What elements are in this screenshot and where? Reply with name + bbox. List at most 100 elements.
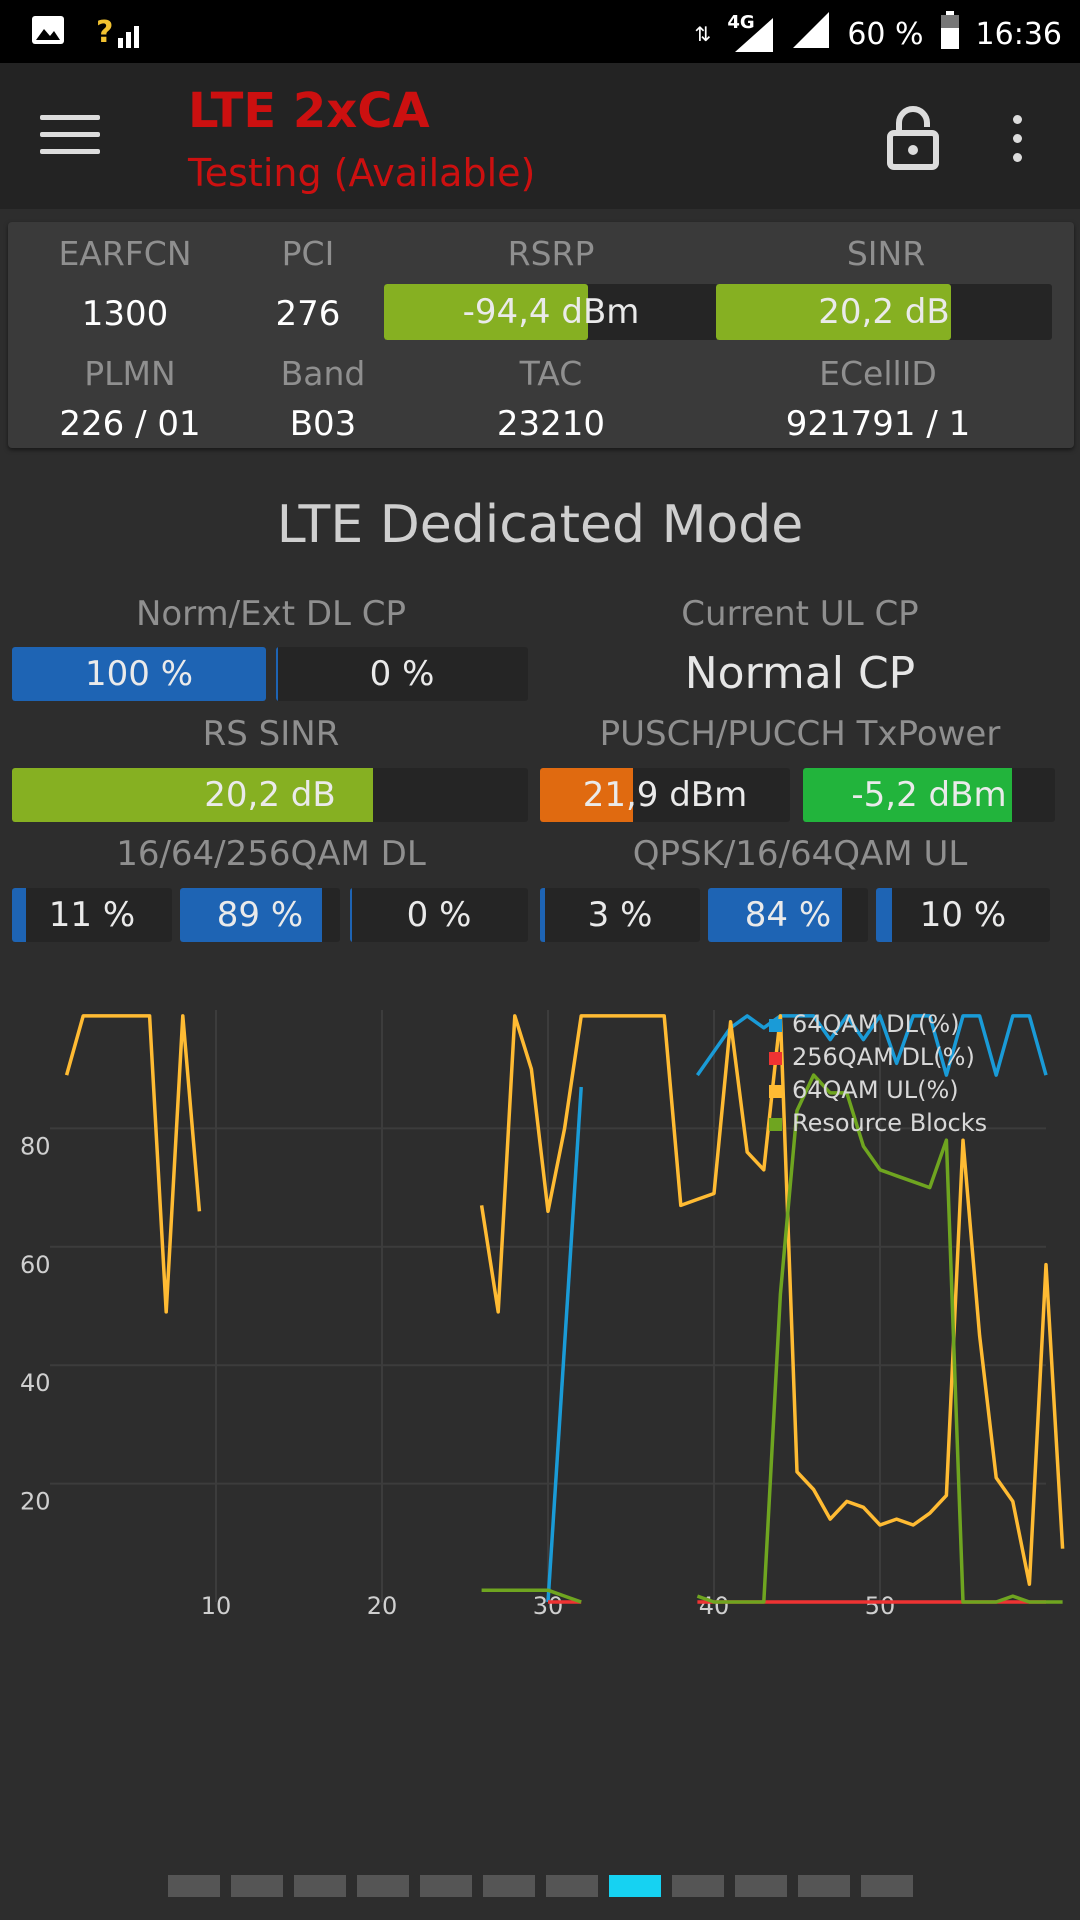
qam-ul-qpsk-fill [540,888,545,942]
legend-label-0: 64QAM DL(%) [792,1010,960,1038]
ecellid-value: 921791 / 1 [785,404,971,444]
page-dot-5[interactable] [420,1875,472,1897]
x-tick-label-1: 20 [367,1592,398,1620]
sinr-label: SINR [846,234,926,273]
pucch-power-value: -5,2 dBm [851,775,1007,815]
qam-ul-64-value: 10 % [919,895,1007,935]
tac-value: 23210 [496,404,606,444]
dl-cp-normal-value: 100 % [84,654,193,694]
qam-dl-64-value: 89 % [216,895,304,935]
legend-swatch-3 [769,1118,782,1131]
gallery-notification-icon [30,12,66,52]
qam-dl-256-bar: 0 % [350,888,528,942]
page-dot-8-active[interactable] [609,1875,661,1897]
signal-question-label: ? [96,14,114,50]
page-dot-3[interactable] [294,1875,346,1897]
hamburger-menu-icon[interactable] [40,115,100,159]
dl-cp-extended-bar: 0 % [276,647,528,701]
earfcn-label: EARFCN [58,234,192,273]
pci-value: 276 [275,294,341,334]
legend-label-1: 256QAM DL(%) [792,1043,975,1071]
sinr-value: 20,2 dB [818,292,950,332]
qam-ul-qpsk-bar: 3 % [540,888,700,942]
ecellid-label: ECellID [819,354,937,393]
page-dot-10[interactable] [735,1875,787,1897]
rsrp-bar: -94,4 dBm [384,284,718,340]
page-dot-1[interactable] [168,1875,220,1897]
unlocked-padlock-icon[interactable] [885,105,941,171]
ul-cp-value: Normal CP [684,648,916,699]
y-tick-label-3: 80 [20,1132,51,1160]
page-dot-7[interactable] [546,1875,598,1897]
pucch-power-fill [803,768,1013,822]
pusch-power-value: 21,9 dBm [582,775,748,815]
dl-cp-extended-fill [276,647,278,701]
rs-sinr-label: RS SINR [202,714,340,754]
page-indicator [168,1875,913,1897]
tac-label: TAC [519,354,583,393]
page-dot-2[interactable] [231,1875,283,1897]
y-tick-label-2: 60 [20,1251,51,1279]
tx-power-label: PUSCH/PUCCH TxPower [599,714,1001,754]
sinr-bar: 20,2 dB [716,284,1052,340]
earfcn-value: 1300 [81,294,169,334]
pusch-power-bar: 21,9 dBm [540,768,790,822]
legend-swatch-2 [769,1085,782,1098]
data-arrows-icon: ⇅ [694,22,712,46]
mode-title: LTE Dedicated Mode [276,495,804,555]
battery-percent: 60 % [847,16,924,52]
rsrp-label: RSRP [507,234,595,273]
qam-dl-256-fill [350,888,352,942]
qam-dl-64-fill [180,888,323,942]
qam-dl-64-bar: 89 % [180,888,340,942]
band-value: B03 [289,404,357,444]
signal-question-icon: ? [96,15,146,50]
rs-sinr-bar: 20,2 dB [12,768,528,822]
qam-ul-16-bar: 84 % [708,888,868,942]
legend-swatch-0 [769,1019,782,1032]
qam-dl-256-value: 0 % [406,895,472,935]
ul-cp-label: Current UL CP [681,594,919,634]
more-vertical-icon[interactable] [1010,115,1024,167]
series-line-3-1 [696,1073,1063,1604]
status-bar: ? ⇅ 4G 60 % 16:36 [0,0,1080,63]
qam-dl-label: 16/64/256QAM DL [116,834,426,874]
legend-label-3: Resource Blocks [792,1109,987,1137]
rs-sinr-value: 20,2 dB [204,775,336,815]
x-tick-label-4: 50 [865,1592,896,1620]
dl-cp-normal-bar: 100 % [12,647,266,701]
app-bar: LTE 2xCA Testing (Available) [0,63,1080,209]
page-dot-6[interactable] [483,1875,535,1897]
pusch-power-fill [540,768,633,822]
x-tick-label-0: 10 [201,1592,232,1620]
plmn-label: PLMN [84,354,176,393]
rsrp-value: -94,4 dBm [462,292,640,332]
page-title: LTE 2xCA [188,83,430,139]
cell-info-panel: EARFCN PCI RSRP SINR 1300 276 -94,4 dBm … [8,222,1074,448]
qam-ul-64-bar: 10 % [876,888,1050,942]
page-dot-11[interactable] [798,1875,850,1897]
y-tick-label-1: 40 [20,1369,51,1397]
dl-cp-label: Norm/Ext DL CP [135,594,407,634]
legend-swatch-1 [769,1052,782,1065]
network-type-label: 4G [727,12,755,33]
modulation-chart: 10 20 30 40 50 20 40 60 80 64QAM DL(%) 256QAM DL(%… [0,990,1080,1630]
legend-label-2: 64QAM UL(%) [792,1076,959,1104]
page-subtitle: Testing (Available) [188,151,536,195]
pci-label: PCI [281,234,335,273]
page-dot-9[interactable] [672,1875,724,1897]
battery-icon [940,10,960,58]
cell-signal-icon [791,10,831,58]
page-dot-4[interactable] [357,1875,409,1897]
pucch-power-bar: -5,2 dBm [803,768,1055,822]
series-line-0-0 [546,1086,583,1603]
dl-cp-normal-fill [12,647,266,701]
series-line-2-0 [64,1014,202,1314]
page-dot-12[interactable] [861,1875,913,1897]
qam-ul-64-fill [876,888,892,942]
qam-dl-16-bar: 11 % [12,888,172,942]
qam-ul-label: QPSK/16/64QAM UL [632,834,968,874]
series-line-3-0 [481,1588,582,1604]
qam-ul-16-value: 84 % [744,895,832,935]
